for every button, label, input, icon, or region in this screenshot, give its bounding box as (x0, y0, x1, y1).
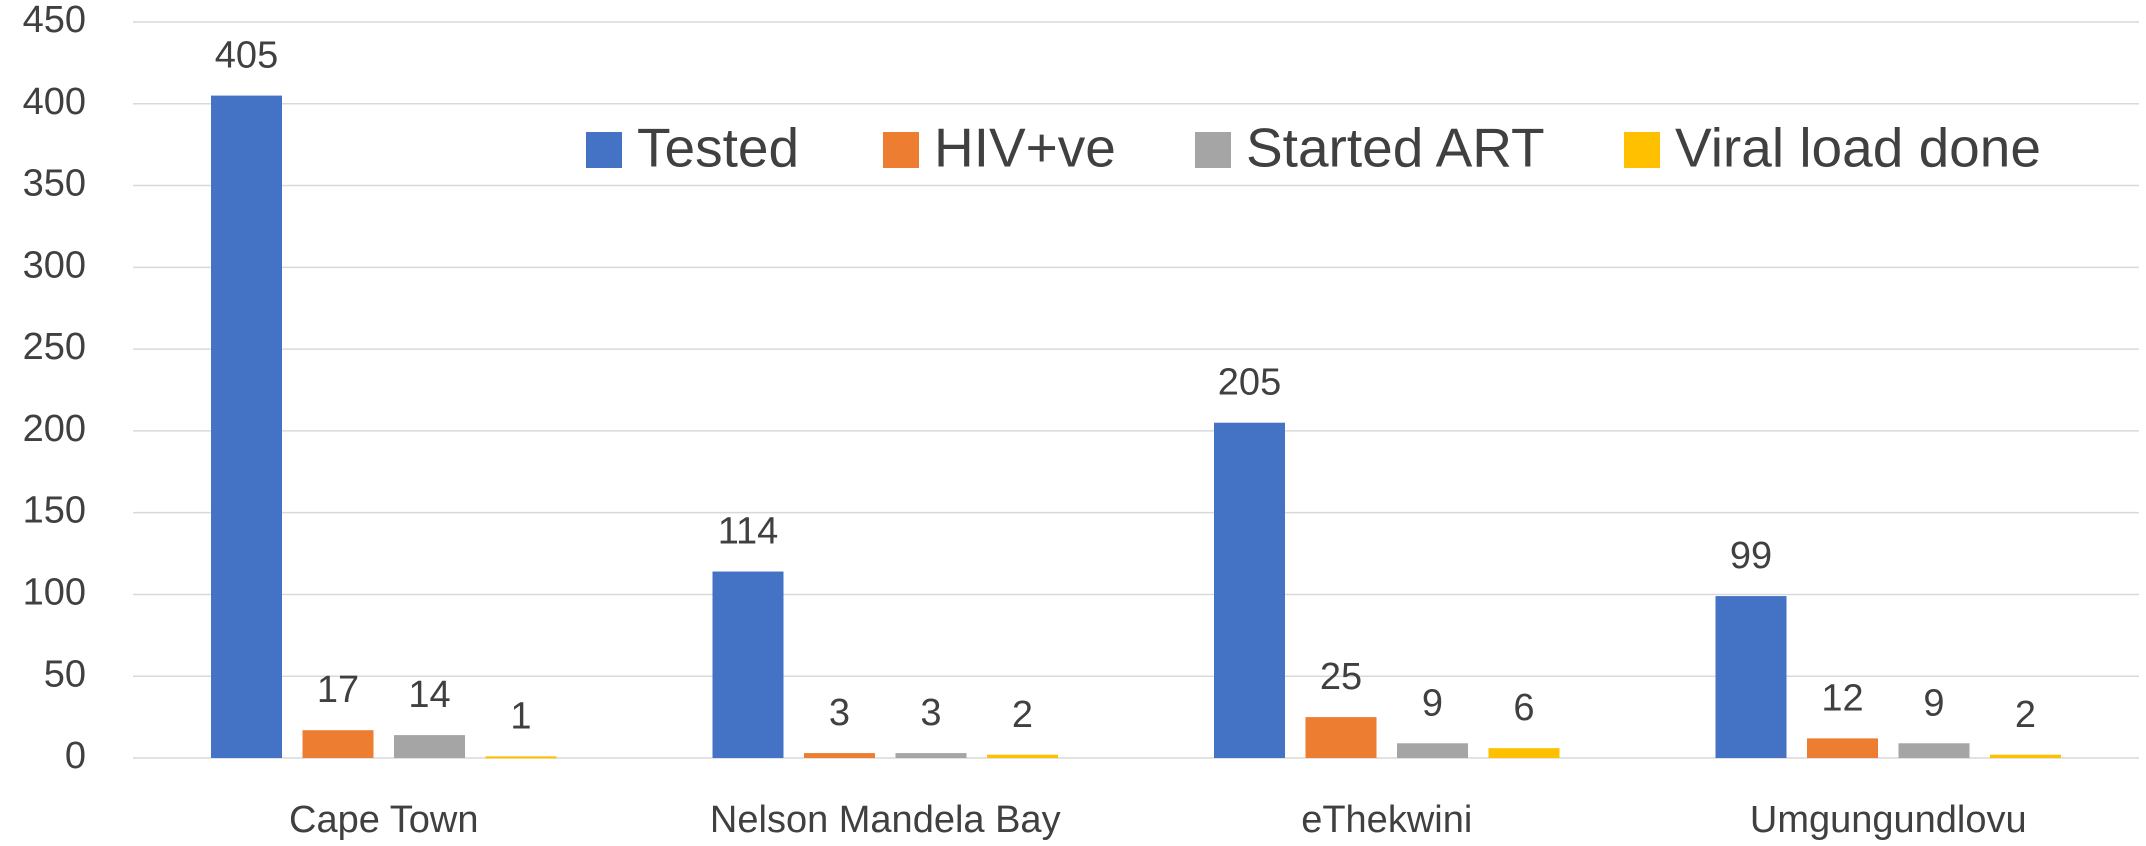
bar (895, 753, 967, 758)
legend-label: Started ART (1246, 117, 1545, 179)
data-label: 2 (2015, 694, 2036, 736)
data-label: 9 (1923, 682, 1944, 724)
legend-swatch (1624, 132, 1660, 168)
data-label: 1 (510, 695, 531, 737)
y-tick-label: 250 (23, 326, 86, 368)
legend-swatch (883, 132, 919, 168)
y-tick-label: 300 (23, 244, 86, 286)
bar (1488, 748, 1560, 758)
data-label: 6 (1513, 687, 1534, 729)
y-tick-label: 200 (23, 408, 86, 450)
bar (1397, 743, 1468, 758)
x-tick-label: Nelson Mandela Bay (710, 799, 1061, 841)
legend-swatch (586, 132, 622, 168)
y-tick-label: 450 (23, 0, 86, 41)
bar (394, 735, 465, 758)
data-label: 17 (317, 669, 359, 711)
legend-label: Viral load done (1675, 117, 2041, 179)
y-tick-label: 400 (23, 81, 86, 123)
x-tick-label: Cape Town (289, 799, 478, 841)
bar (804, 753, 875, 758)
x-tick-label: Umgungundlovu (1750, 799, 2027, 841)
legend-label: Tested (637, 117, 799, 179)
x-tick-label: eThekwini (1301, 799, 1472, 841)
data-label: 9 (1422, 682, 1443, 724)
y-tick-label: 50 (44, 653, 86, 695)
data-label: 25 (1320, 656, 1362, 698)
y-tick-label: 150 (23, 490, 86, 532)
bar (1305, 717, 1377, 758)
bar (1898, 743, 1970, 758)
bar (1715, 596, 1787, 758)
legend-swatch (1195, 132, 1231, 168)
bar (211, 95, 282, 759)
data-label: 3 (920, 692, 941, 734)
bar (1214, 422, 1285, 758)
bar (1990, 754, 2061, 758)
data-label: 99 (1730, 535, 1772, 577)
bar (712, 571, 784, 758)
bar (485, 756, 557, 759)
y-tick-label: 0 (65, 735, 86, 777)
legend-label: HIV+ve (934, 117, 1116, 179)
data-label: 2 (1012, 694, 1033, 736)
bar (302, 730, 374, 758)
data-label: 12 (1821, 677, 1863, 719)
data-label: 3 (829, 692, 850, 734)
data-label: 405 (215, 35, 278, 77)
data-label: 205 (1218, 362, 1281, 404)
bar (987, 754, 1058, 758)
bar (1807, 738, 1878, 758)
y-tick-label: 100 (23, 571, 86, 613)
y-tick-label: 350 (23, 163, 86, 205)
data-label: 114 (718, 511, 779, 553)
data-label: 14 (408, 674, 450, 716)
